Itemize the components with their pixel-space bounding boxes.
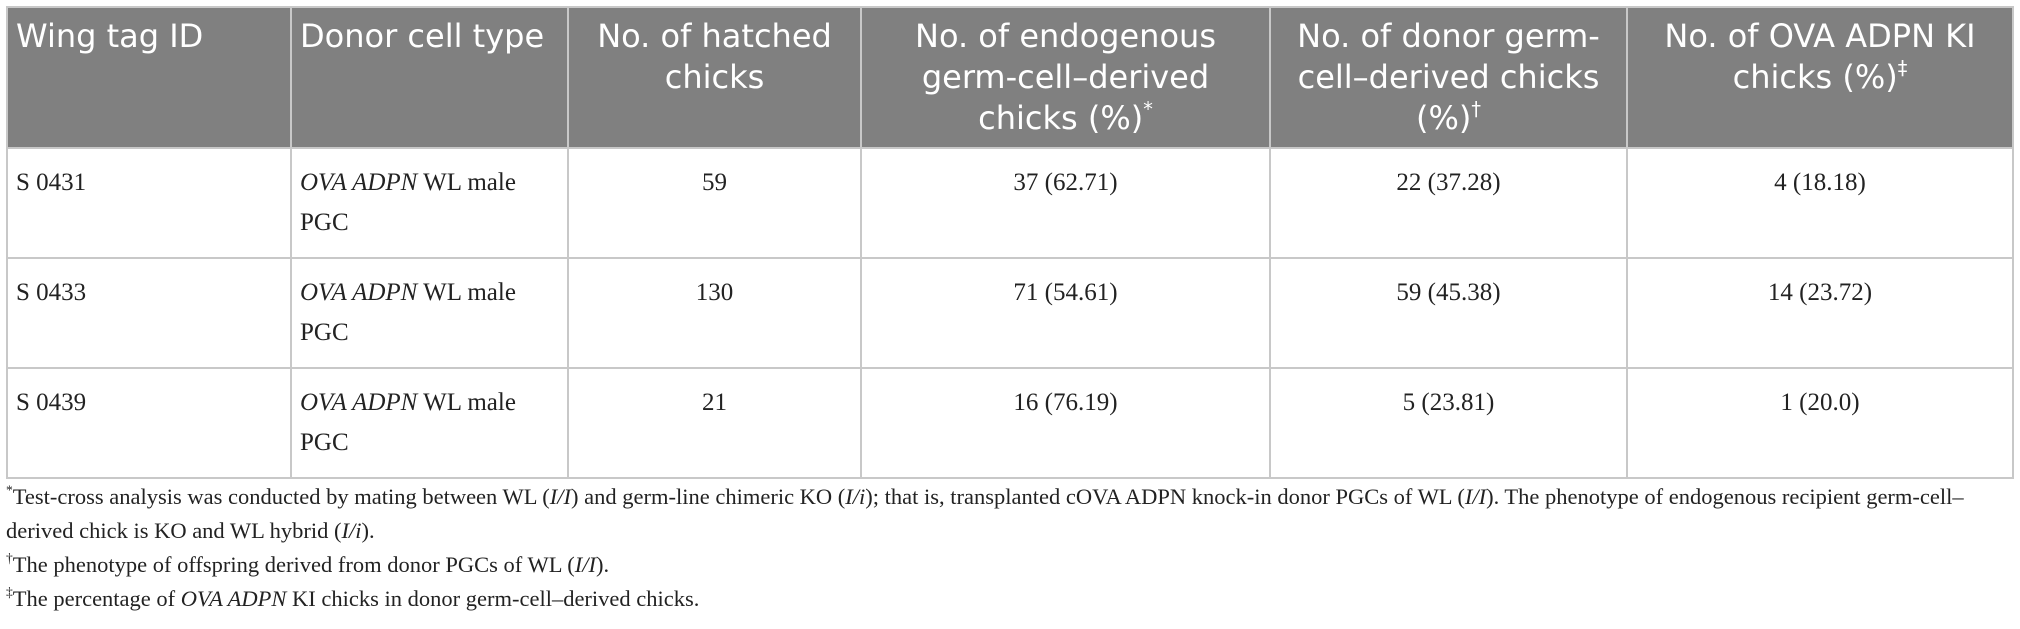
table-cell: 130 [567,257,862,369]
cell-text: 14 (23.72) [1767,279,1873,306]
footnote-mark: † [1471,97,1481,121]
footnote: †The phenotype of offspring derived from… [6,548,2012,582]
cell-text: 22 (37.28) [1396,169,1501,196]
header-cell: Donor cell type [290,6,569,149]
table-cell: S 0433 [6,257,292,369]
cell-text: 16 (76.19) [1013,389,1118,416]
footnotes: *Test-cross analysis was conducted by ma… [6,480,2012,616]
text-part: I/I [1464,484,1487,509]
cell-text: S 0439 [16,389,87,416]
text-part: OVA ADPN [300,389,418,416]
table-cell: 1 (20.0) [1626,367,2014,479]
header-cell: No. of OVA ADPN KI chicks (%)‡ [1626,6,2014,149]
table-cell: OVA ADPN WL male PGC [290,257,569,369]
text-part: ). [361,518,375,543]
table-cell: 14 (23.72) [1626,257,2014,369]
text-part: OVA ADPN [300,169,418,196]
table-cell: OVA ADPN WL male PGC [290,367,569,479]
header-cell: No. of hatched chicks [567,6,862,149]
footnote-mark: * [6,482,13,498]
header-text: No. of OVA ADPN KI chicks (%) [1664,17,1976,96]
table-cell: 21 [567,367,862,479]
text-part: Test-cross analysis was conducted by mat… [12,484,550,509]
table-cell: 22 (37.28) [1269,147,1628,259]
table-cell: OVA ADPN WL male PGC [290,147,569,259]
table-body: S 0431 OVA ADPN WL male PGC 59 37 (62.71) 22… [6,147,2014,479]
footnote: ‡The percentage of OVA ADPN KI chicks in… [6,582,2012,616]
header-text: Wing tag ID [16,17,204,55]
header-text: Donor cell type [300,17,545,55]
header-text: No. of endogenous germ-cell–derived chic… [915,17,1216,137]
table-cell: 59 (45.38) [1269,257,1628,369]
footnote: *Test-cross analysis was conducted by ma… [6,480,2012,548]
text-part: ). [595,552,610,577]
cell-text: S 0431 [16,169,87,196]
text-part: I/i [845,484,866,509]
table-cell: 59 [567,147,862,259]
cell-text: 59 (45.38) [1396,279,1501,306]
text-part: I/i [341,518,362,543]
text-part: WL male PGC [300,279,516,346]
footnote-mark: † [6,550,13,566]
header-cell: No. of endogenous germ-cell–derived chic… [860,6,1271,149]
text-part: ) and germ-line chimeric KO ( [571,484,846,509]
table: Wing tag ID Donor cell type No. of hatched… [6,6,2014,479]
table-row: S 0439 OVA ADPN WL male PGC 21 16 (76.19) 5 … [6,367,2014,479]
header-cell: No. of donor germ-cell–derived chicks (%… [1269,6,1628,149]
table-cell: 71 (54.61) [860,257,1271,369]
cell-text: 1 (20.0) [1780,389,1860,416]
text-part: WL male PGC [300,169,516,236]
text-part: ); that is, transplanted cOVA ADPN knock… [865,484,1465,509]
cell-text: 37 (62.71) [1013,169,1118,196]
header-cell: Wing tag ID [6,6,292,149]
text-part: I/I [574,552,596,577]
table-row: S 0433 OVA ADPN WL male PGC 130 71 (54.61) 5… [6,257,2014,369]
text-part: OVA ADPN [180,586,287,611]
cell-text: 5 (23.81) [1402,389,1495,416]
cell-text: 21 [702,389,727,416]
table-cell: 4 (18.18) [1626,147,2014,259]
text-part: KI chicks in donor germ-cell–derived chi… [286,586,700,611]
header-text: No. of donor germ-cell–derived chicks (%… [1297,17,1600,137]
cell-text: 59 [702,169,727,196]
footnote-mark: * [1143,97,1153,121]
table-cell: 5 (23.81) [1269,367,1628,479]
footnote-mark: ‡ [1897,56,1908,80]
cell-text: 4 (18.18) [1774,169,1866,196]
cell-text: S 0433 [16,279,87,306]
text-part: OVA ADPN [300,279,418,306]
footnote-mark: ‡ [6,584,13,600]
header-text: No. of hatched chicks [597,17,832,96]
text-part: The percentage of [12,586,181,611]
table-row: S 0431 OVA ADPN WL male PGC 59 37 (62.71) 22… [6,147,2014,259]
text-part: ). The phenotype of endogenous recipient… [6,484,1964,543]
text-part: WL male PGC [300,389,516,456]
header-row: Wing tag ID Donor cell type No. of hatched… [6,6,2014,149]
cell-text: 130 [695,279,734,306]
table-cell: S 0431 [6,147,292,259]
table-cell: 16 (76.19) [860,367,1271,479]
text-part: I/I [549,484,572,509]
cell-text: 71 (54.61) [1013,279,1118,306]
text-part: The phenotype of offspring derived from … [12,552,575,577]
table-cell: S 0439 [6,367,292,479]
table-container: Wing tag ID Donor cell type No. of hatched… [6,6,2014,479]
table-cell: 37 (62.71) [860,147,1271,259]
